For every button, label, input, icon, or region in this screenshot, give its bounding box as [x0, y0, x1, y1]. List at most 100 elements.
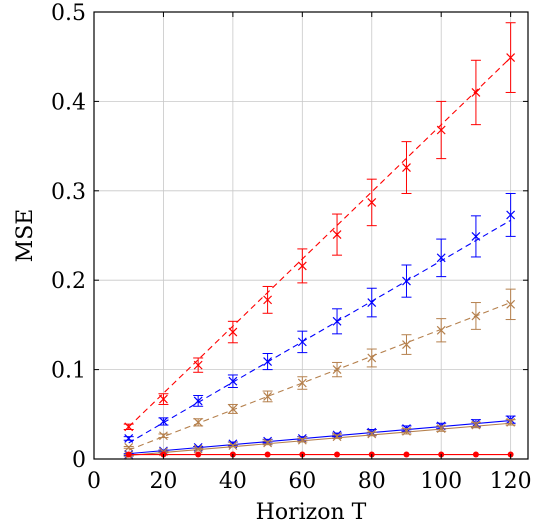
grid [93, 11, 528, 460]
data-point [436, 125, 446, 135]
series-3-line [128, 302, 511, 451]
marker-stroke [297, 435, 307, 445]
data-point [228, 404, 238, 414]
data-point [297, 337, 307, 347]
marker-stroke [124, 422, 134, 432]
marker-stroke [193, 360, 203, 370]
marker-stroke [124, 434, 134, 443]
data-point [471, 420, 481, 430]
y-axis-label: MSE [13, 209, 38, 263]
marker-stroke [332, 316, 342, 326]
data-point [472, 451, 479, 458]
data-point [195, 451, 202, 458]
marker-stroke [297, 337, 307, 347]
data-point [264, 451, 271, 458]
data-point [471, 311, 481, 321]
data-point [402, 276, 411, 286]
data-point [124, 442, 134, 452]
data-point [228, 441, 238, 451]
marker-stroke [263, 357, 273, 366]
marker-stroke [506, 210, 516, 220]
y-tick-label: 0 [72, 448, 86, 473]
marker-stroke [436, 424, 446, 434]
y-tick-label: 0.1 [51, 359, 86, 384]
y-tick-label: 0.4 [51, 90, 86, 115]
series-6 [125, 451, 514, 458]
x-tick-label: 60 [288, 469, 316, 494]
series-5-line [128, 422, 511, 456]
data-point [263, 438, 273, 448]
marker-stroke [297, 261, 307, 271]
marker-stroke [159, 394, 168, 404]
x-tick-label: 100 [420, 469, 462, 494]
y-tick-label: 0.5 [51, 1, 86, 26]
series-1-line [128, 57, 512, 428]
data-point [297, 261, 307, 271]
data-point [263, 391, 273, 401]
data-point [124, 422, 134, 432]
marker-stroke [263, 438, 273, 448]
x-tick-label: 20 [149, 469, 177, 494]
marker-stroke [332, 230, 342, 240]
data-point [159, 417, 168, 426]
data-point [367, 353, 377, 363]
marker-stroke [332, 365, 342, 375]
data-point [367, 197, 377, 207]
marker-stroke [471, 231, 481, 241]
data-point [263, 295, 273, 305]
y-tick-label: 0.3 [51, 180, 86, 205]
data-point [159, 394, 168, 404]
marker-stroke [263, 295, 273, 305]
data-point [125, 451, 132, 458]
data-point [506, 53, 516, 63]
series-2 [123, 192, 516, 444]
marker-stroke [367, 353, 377, 363]
x-tick-label: 40 [219, 469, 247, 494]
data-point [297, 378, 307, 388]
marker-stroke [402, 426, 411, 436]
data-point [124, 434, 134, 443]
marker-stroke [506, 53, 516, 63]
data-point [506, 299, 516, 309]
data-point [506, 210, 516, 220]
marker-stroke [193, 396, 203, 406]
marker-stroke [402, 340, 411, 349]
series-4 [123, 415, 516, 459]
data-point [367, 298, 377, 307]
marker-stroke [193, 417, 203, 427]
marker-stroke [159, 431, 168, 441]
marker-stroke [367, 429, 377, 439]
data-point [193, 444, 203, 454]
series-3 [123, 288, 516, 452]
data-point [436, 325, 446, 335]
marker-stroke [506, 299, 516, 309]
marker-stroke [436, 125, 446, 135]
data-point [297, 435, 307, 445]
series-layer [123, 22, 516, 460]
data-point [193, 360, 203, 370]
data-point [228, 376, 238, 386]
x-axis-label: Horizon T [256, 500, 367, 525]
data-point [367, 429, 377, 439]
data-point [436, 424, 446, 434]
data-point [228, 327, 238, 337]
marker-stroke [471, 88, 481, 97]
axis-ticks: 0 20 40 60 80 100 120 0 0.1 0.2 0.3 0.4 0.5 [51, 1, 532, 494]
marker-stroke [228, 376, 238, 386]
data-point [193, 396, 203, 406]
marker-stroke [436, 253, 446, 263]
marker-stroke [471, 311, 481, 321]
y-tick-label: 0.2 [51, 269, 86, 294]
marker-stroke [506, 417, 516, 427]
marker-stroke [124, 442, 134, 452]
x-tick-label: 0 [87, 469, 101, 494]
x-tick-label: 120 [490, 469, 532, 494]
data-point [471, 231, 481, 241]
marker-stroke [402, 276, 411, 286]
data-point [193, 417, 203, 427]
marker-stroke [367, 298, 377, 307]
marker-stroke [436, 325, 446, 335]
marker-stroke [297, 378, 307, 388]
data-point [471, 88, 481, 97]
